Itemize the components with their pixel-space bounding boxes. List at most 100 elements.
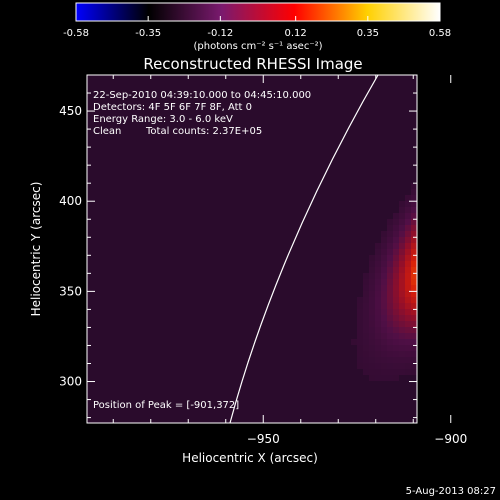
heatmap-cell	[375, 363, 381, 369]
heatmap-cell	[405, 315, 411, 321]
heatmap-cell	[405, 351, 411, 357]
heatmap-cell	[387, 261, 393, 267]
heatmap-cell	[375, 375, 381, 381]
heatmap-cell	[405, 201, 411, 207]
heatmap-cell	[405, 231, 411, 237]
heatmap-cell	[357, 297, 363, 303]
colorbar-tick-label: -0.12	[207, 28, 233, 39]
heatmap-cell	[351, 339, 357, 345]
heatmap-cell	[393, 225, 399, 231]
heatmap-cell	[405, 327, 411, 333]
heatmap-cell	[411, 333, 417, 339]
heatmap-cell	[363, 351, 369, 357]
heatmap-cell	[405, 219, 411, 225]
heatmap-cell	[381, 261, 387, 267]
heatmap-cell	[393, 333, 399, 339]
heatmap-cell	[411, 207, 417, 213]
heatmap-cell	[381, 369, 387, 375]
heatmap-cell	[363, 285, 369, 291]
heatmap-cell	[393, 219, 399, 225]
heatmap-cell	[387, 321, 393, 327]
heatmap	[351, 183, 417, 381]
heatmap-cell	[369, 369, 375, 375]
heatmap-cell	[369, 285, 375, 291]
heatmap-cell	[399, 285, 405, 291]
heatmap-cell	[357, 333, 363, 339]
detectors-annotation: Detectors: 4F 5F 6F 7F 8F, Att 0	[93, 102, 252, 113]
heatmap-cell	[405, 339, 411, 345]
heatmap-cell	[411, 339, 417, 345]
heatmap-cell	[375, 315, 381, 321]
heatmap-cell	[387, 339, 393, 345]
heatmap-cell	[405, 273, 411, 279]
heatmap-cell	[399, 369, 405, 375]
heatmap-cell	[411, 243, 417, 249]
heatmap-cell	[405, 237, 411, 243]
heatmap-cell	[411, 369, 417, 375]
heatmap-cell	[405, 249, 411, 255]
heatmap-cell	[411, 231, 417, 237]
heatmap-cell	[405, 369, 411, 375]
heatmap-cell	[393, 273, 399, 279]
heatmap-cell	[411, 261, 417, 267]
x-axis-label: Heliocentric X (arcsec)	[182, 451, 318, 465]
heatmap-cell	[399, 291, 405, 297]
heatmap-cell	[411, 363, 417, 369]
heatmap-cell	[387, 219, 393, 225]
heatmap-cell	[387, 333, 393, 339]
heatmap-cell	[411, 279, 417, 285]
heatmap-cell	[375, 303, 381, 309]
heatmap-cell	[399, 213, 405, 219]
heatmap-cell	[411, 195, 417, 201]
heatmap-cell	[381, 285, 387, 291]
heatmap-cell	[357, 339, 363, 345]
heatmap-cell	[381, 267, 387, 273]
heatmap-cell	[411, 315, 417, 321]
heatmap-cell	[399, 345, 405, 351]
heatmap-cell	[369, 351, 375, 357]
heatmap-cell	[381, 231, 387, 237]
heatmap-cell	[381, 243, 387, 249]
heatmap-cell	[375, 351, 381, 357]
heatmap-cell	[387, 285, 393, 291]
heatmap-cell	[387, 351, 393, 357]
heatmap-cell	[375, 369, 381, 375]
heatmap-cell	[357, 309, 363, 315]
y-tick-label: 350	[59, 284, 82, 298]
heatmap-cell	[387, 231, 393, 237]
heatmap-cell	[405, 297, 411, 303]
heatmap-cell	[393, 279, 399, 285]
heatmap-cell	[399, 219, 405, 225]
y-tick-label: 300	[59, 375, 82, 389]
heatmap-cell	[363, 369, 369, 375]
heatmap-cell	[411, 345, 417, 351]
colorbar-tick-label: -0.58	[63, 28, 89, 39]
heatmap-cell	[357, 351, 363, 357]
heatmap-cell	[411, 213, 417, 219]
heatmap-cell	[393, 315, 399, 321]
total-counts-annotation: Total counts: 2.37E+05	[145, 126, 262, 137]
time-range-annotation: 22-Sep-2010 04:39:10.000 to 04:45:10.000	[93, 90, 311, 101]
heatmap-cell	[411, 237, 417, 243]
peak-position-annotation: Position of Peak = [-901,372]	[93, 400, 239, 411]
heatmap-cell	[411, 357, 417, 363]
colorbar-units-label: (photons cm⁻² s⁻¹ asec⁻²)	[193, 41, 322, 52]
heatmap-cell	[411, 309, 417, 315]
heatmap-cell	[381, 345, 387, 351]
energy-range-annotation: Energy Range: 3.0 - 6.0 keV	[93, 114, 233, 125]
heatmap-cell	[393, 297, 399, 303]
heatmap-cell	[387, 309, 393, 315]
heatmap-cell	[381, 357, 387, 363]
heatmap-cell	[369, 255, 375, 261]
heatmap-cell	[387, 291, 393, 297]
heatmap-cell	[405, 333, 411, 339]
colorbar-tick-label: 0.12	[285, 28, 307, 39]
heatmap-cell	[387, 267, 393, 273]
heatmap-cell	[369, 327, 375, 333]
heatmap-cell	[393, 237, 399, 243]
heatmap-cell	[387, 249, 393, 255]
footer-timestamp: 5-Aug-2013 08:27	[406, 486, 496, 497]
heatmap-cell	[393, 213, 399, 219]
heatmap-cell	[387, 297, 393, 303]
heatmap-cell	[411, 321, 417, 327]
